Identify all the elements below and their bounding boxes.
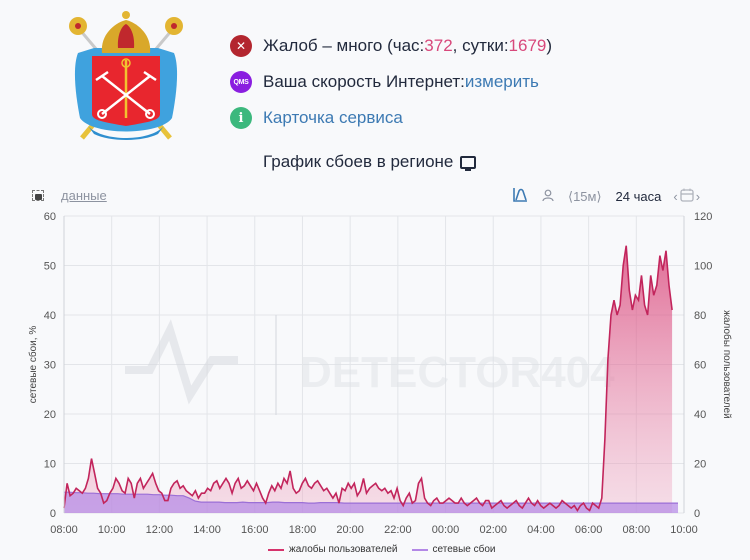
svg-text:08:00: 08:00 — [50, 524, 78, 536]
svg-text:80: 80 — [694, 310, 706, 322]
svg-text:12:00: 12:00 — [146, 524, 174, 536]
area-chart-toggle-icon[interactable] — [512, 187, 528, 206]
qms-icon: QMS — [230, 71, 252, 93]
svg-text:DETECTOR404: DETECTOR404 — [300, 348, 615, 397]
svg-text:10: 10 — [44, 459, 56, 471]
svg-text:20: 20 — [694, 459, 706, 471]
status-suffix: ) — [546, 36, 553, 55]
calendar-icon[interactable] — [680, 188, 694, 205]
svg-text:0: 0 — [694, 508, 700, 520]
svg-text:20:00: 20:00 — [336, 524, 364, 536]
chart-toolbar-right: ⟨15м⟩ 24 часа ‹ › — [512, 187, 700, 206]
range-selector[interactable]: 24 часа — [615, 189, 662, 204]
svg-text:0: 0 — [50, 508, 56, 520]
svg-text:14:00: 14:00 — [193, 524, 221, 536]
legend-complaints-swatch — [268, 548, 284, 551]
legend-network-swatch — [411, 548, 428, 551]
service-card-link[interactable]: Карточка сервиса — [263, 108, 403, 127]
svg-text:120: 120 — [694, 211, 712, 223]
complaints-status: ✕ Жалоб – много (час: 372 , сутки: 1679 … — [230, 28, 552, 64]
legend-network[interactable]: сетевые сбои — [432, 544, 496, 555]
svg-text:10:00: 10:00 — [670, 524, 698, 536]
speed-label: Ваша скорость Интернет: — [263, 72, 465, 91]
info-icon: i — [230, 107, 252, 129]
monitor-icon — [460, 155, 477, 171]
svg-text:06:00: 06:00 — [575, 524, 603, 536]
chart-toolbar-left: данные — [32, 188, 107, 203]
chart-legend: жалобы пользователей сетевые сбои — [268, 544, 496, 555]
calendar-next-button[interactable]: › — [695, 189, 701, 204]
svg-text:22:00: 22:00 — [384, 524, 412, 536]
svg-text:10:00: 10:00 — [98, 524, 126, 536]
svg-text:04:00: 04:00 — [527, 524, 555, 536]
calendar-prev-button[interactable]: ‹ — [673, 189, 678, 204]
svg-text:20: 20 — [44, 409, 56, 421]
outage-chart: DETECTOR404 0 0 10 20 20 40 30 60 40 80 50 100 60 120… — [27, 211, 733, 536]
chart-title: График сбоев в регионе — [263, 152, 477, 172]
measure-speed-link[interactable]: измерить — [464, 72, 539, 91]
svg-text:60: 60 — [694, 360, 706, 372]
service-card-row: i Карточка сервиса — [230, 100, 552, 136]
svg-text:30: 30 — [44, 360, 56, 372]
svg-text:02:00: 02:00 — [479, 524, 507, 536]
data-link[interactable]: данные — [61, 188, 107, 203]
svg-text:18:00: 18:00 — [289, 524, 317, 536]
svg-text:00:00: 00:00 — [432, 524, 460, 536]
svg-text:100: 100 — [694, 261, 712, 273]
screenshot-camera-icon[interactable] — [32, 190, 44, 201]
hour-count: 372 — [424, 36, 453, 55]
svg-text:16:00: 16:00 — [241, 524, 269, 536]
coat-of-arms — [62, 8, 190, 143]
interval-selector[interactable]: ⟨15м⟩ — [568, 188, 602, 204]
error-x-icon: ✕ — [230, 35, 252, 57]
svg-text:40: 40 — [44, 310, 56, 322]
service-info: ✕ Жалоб – много (час: 372 , сутки: 1679 … — [230, 28, 552, 136]
svg-text:60: 60 — [44, 211, 56, 223]
svg-text:жалобы пользователей: жалобы пользователей — [721, 310, 733, 419]
chart-title-text: График сбоев в регионе — [263, 152, 454, 171]
svg-text:сетевые сбои, %: сетевые сбои, % — [27, 326, 39, 404]
status-prefix: Жалоб – много (час: — [263, 36, 425, 55]
legend-complaints[interactable]: жалобы пользователей — [289, 544, 398, 555]
speed-test-row: QMS Ваша скорость Интернет: измерить — [230, 64, 552, 100]
detector404-watermark: DETECTOR404 — [125, 315, 615, 415]
svg-text:50: 50 — [44, 261, 56, 273]
user-icon[interactable] — [542, 189, 554, 205]
status-mid: , сутки: — [452, 36, 509, 55]
svg-text:40: 40 — [694, 409, 706, 421]
day-count: 1679 — [508, 36, 547, 55]
svg-text:08:00: 08:00 — [623, 524, 651, 536]
